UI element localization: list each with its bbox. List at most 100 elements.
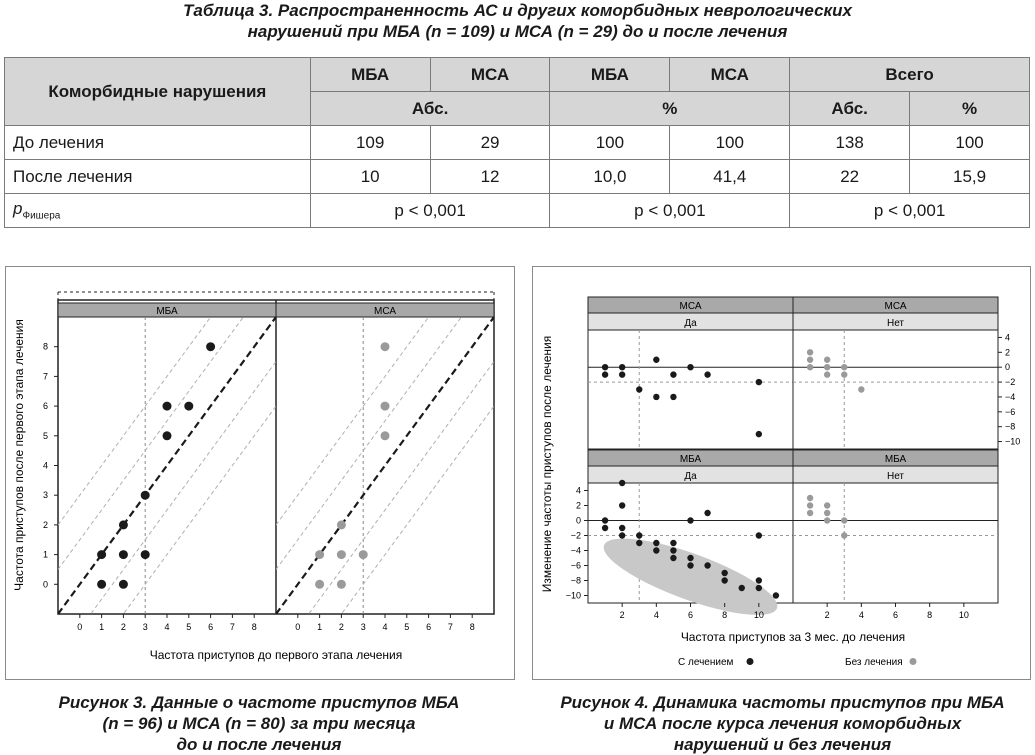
fig3-point xyxy=(315,550,325,560)
fig3-point xyxy=(97,550,107,560)
fig3-xtick-label: 1 xyxy=(99,622,104,632)
table-cell: 15,9 xyxy=(909,159,1030,194)
fig4-point xyxy=(670,393,677,401)
fig4-xtick-label: 6 xyxy=(893,610,898,620)
fig3-caption-line: (n = 96) и МСА (n = 80) за три месяца xyxy=(102,714,416,733)
figure-3-frame: МБА МСА 0 1 2 3 4 5 6 7 8 0 1 2 3 4 5 6 7 8 0 1 2 3 4 5 6 7 8 Част… xyxy=(5,266,515,680)
fig4-xlabel: Частота приступов за 3 мес. до лечения xyxy=(681,630,905,644)
fig3-ytick-label: 0 xyxy=(43,579,48,589)
fig4-strip-cond-label: Нет xyxy=(887,318,904,329)
fig4-point xyxy=(670,371,677,378)
fig3-point xyxy=(118,520,128,530)
fig3-band-line xyxy=(58,317,212,526)
header-pct-2: % xyxy=(909,91,1030,126)
fig3-xtick-label: 3 xyxy=(361,622,366,632)
fig4-xtick-label: 10 xyxy=(959,610,969,620)
fig4-point xyxy=(721,577,728,584)
fig4-point xyxy=(601,517,609,524)
fig3-bands xyxy=(276,317,494,614)
fig4-point xyxy=(618,524,626,532)
fig4-point xyxy=(755,532,763,539)
fig4-strip-cond-label: Да xyxy=(684,318,697,329)
fig3-ytick-label: 2 xyxy=(43,520,48,530)
fig4-point xyxy=(618,532,626,539)
fig4-strip-group-label: МСА xyxy=(884,301,906,312)
fig3-xtick-label: 8 xyxy=(470,622,475,632)
fig4-point xyxy=(841,532,848,539)
fig4-strip-group-label: МБА xyxy=(680,454,702,465)
fig3-xtick-label: 7 xyxy=(230,622,235,632)
fig4-point xyxy=(823,356,831,363)
fig4-point xyxy=(670,554,677,562)
fig4-legend-treated-marker xyxy=(746,658,754,665)
fig4-point xyxy=(841,363,848,371)
fig4-ytick-label: 2 xyxy=(1005,347,1010,357)
fig3-xlabel: Частота приступов до первого этапа лечен… xyxy=(150,648,403,662)
fig4-point xyxy=(823,517,831,524)
fig4-point xyxy=(841,371,848,378)
fig3-caption-line: до и после лечения xyxy=(176,735,342,754)
p-value: p < 0,001 xyxy=(789,193,1030,228)
fig4-xtick-label: 8 xyxy=(722,610,727,620)
row-label: До лечения xyxy=(4,125,311,160)
fig3-point xyxy=(140,550,150,560)
header-mba-1: МБА xyxy=(309,57,431,92)
fig3-caption-line: Рисунок 3. Данные о частоте приступов МБ… xyxy=(58,693,460,712)
fig4-point xyxy=(755,577,763,584)
fig3-band-line xyxy=(308,361,494,614)
table-cell: 22 xyxy=(789,159,911,194)
fig4-caption-line: нарушений и без лечения xyxy=(673,735,892,754)
fig4-legend-untreated-marker xyxy=(909,658,917,665)
fig4-xtick-label: 6 xyxy=(688,610,693,620)
fig4-panels: МСА Да МСА Нет 4 2 0 −2 −4 −6 −8 −10 МБА Да 4 2 0 −2 −4 −6 −… xyxy=(566,296,1020,620)
fig3-xtick-label: 6 xyxy=(208,622,213,632)
fig3-point xyxy=(206,342,216,352)
fig3-point xyxy=(336,550,346,560)
fig3-strip-label-mba: МБА xyxy=(156,306,178,317)
fig4-ytick-label: −2 xyxy=(571,531,581,541)
header-total: Всего xyxy=(789,57,1030,92)
fig3-identity-line xyxy=(58,317,276,614)
fig4-point xyxy=(670,547,677,554)
fig4-strip-cond-label: Нет xyxy=(887,471,904,482)
fig4-point xyxy=(823,363,831,371)
fig4-ytick-label: 2 xyxy=(576,501,581,511)
p-value: p < 0,001 xyxy=(309,193,551,228)
fig3-panels: 0 1 2 3 4 5 6 7 8 0 1 2 3 4 5 6 7 8 0 1 2 3 4 5 6 7 8 xyxy=(43,317,494,632)
fig4-point xyxy=(823,502,831,509)
fig4-xtick-label: 2 xyxy=(620,610,625,620)
corner-header: Коморбидные нарушения xyxy=(4,57,311,126)
figure-4-frame: МСА Да МСА Нет 4 2 0 −2 −4 −6 −8 −10 МБА Да 4 2 0 −2 −4 −6 −… xyxy=(532,266,1031,680)
fig4-point xyxy=(806,502,814,509)
fig3-xtick-label: 7 xyxy=(448,622,453,632)
fig3-point xyxy=(380,401,390,411)
fig4-point xyxy=(636,386,643,393)
fig4-point xyxy=(601,363,609,371)
fig3-ylabel: Частота приступов после первого этапа ле… xyxy=(12,319,26,591)
fig4-point xyxy=(653,356,660,363)
fig3-band-line xyxy=(58,317,244,570)
fig3-ytick-label: 7 xyxy=(43,371,48,381)
fig4-point xyxy=(687,562,694,569)
header-abs-2: Абс. xyxy=(789,91,911,126)
fig4-caption-line: Рисунок 4. Динамика частоты приступов пр… xyxy=(560,693,1005,712)
fig4-point xyxy=(618,371,626,378)
fig4-point xyxy=(704,562,711,569)
fig4-point xyxy=(636,539,643,547)
fig4-ytick-label: −4 xyxy=(571,546,581,556)
header-msa-2: МСА xyxy=(669,57,791,92)
table-caption-line1: Таблица 3. Распространенность АС и други… xyxy=(182,1,853,20)
fig3-band-line xyxy=(90,361,276,614)
fig4-xtick-label: 4 xyxy=(859,610,864,620)
fig4-point xyxy=(755,378,763,386)
figure-4-caption: Рисунок 4. Динамика частоты приступов пр… xyxy=(530,692,1035,755)
fig3-xtick-label: 1 xyxy=(317,622,322,632)
fig3-band-line xyxy=(340,405,494,614)
fig4-point xyxy=(653,539,660,547)
table-cell: 100 xyxy=(909,125,1030,160)
fig4-point xyxy=(806,494,814,502)
fig4-ytick-label: 4 xyxy=(576,486,581,496)
fig4-point xyxy=(806,356,814,363)
fig4-point xyxy=(653,547,660,554)
fig3-ytick-label: 4 xyxy=(43,461,48,471)
